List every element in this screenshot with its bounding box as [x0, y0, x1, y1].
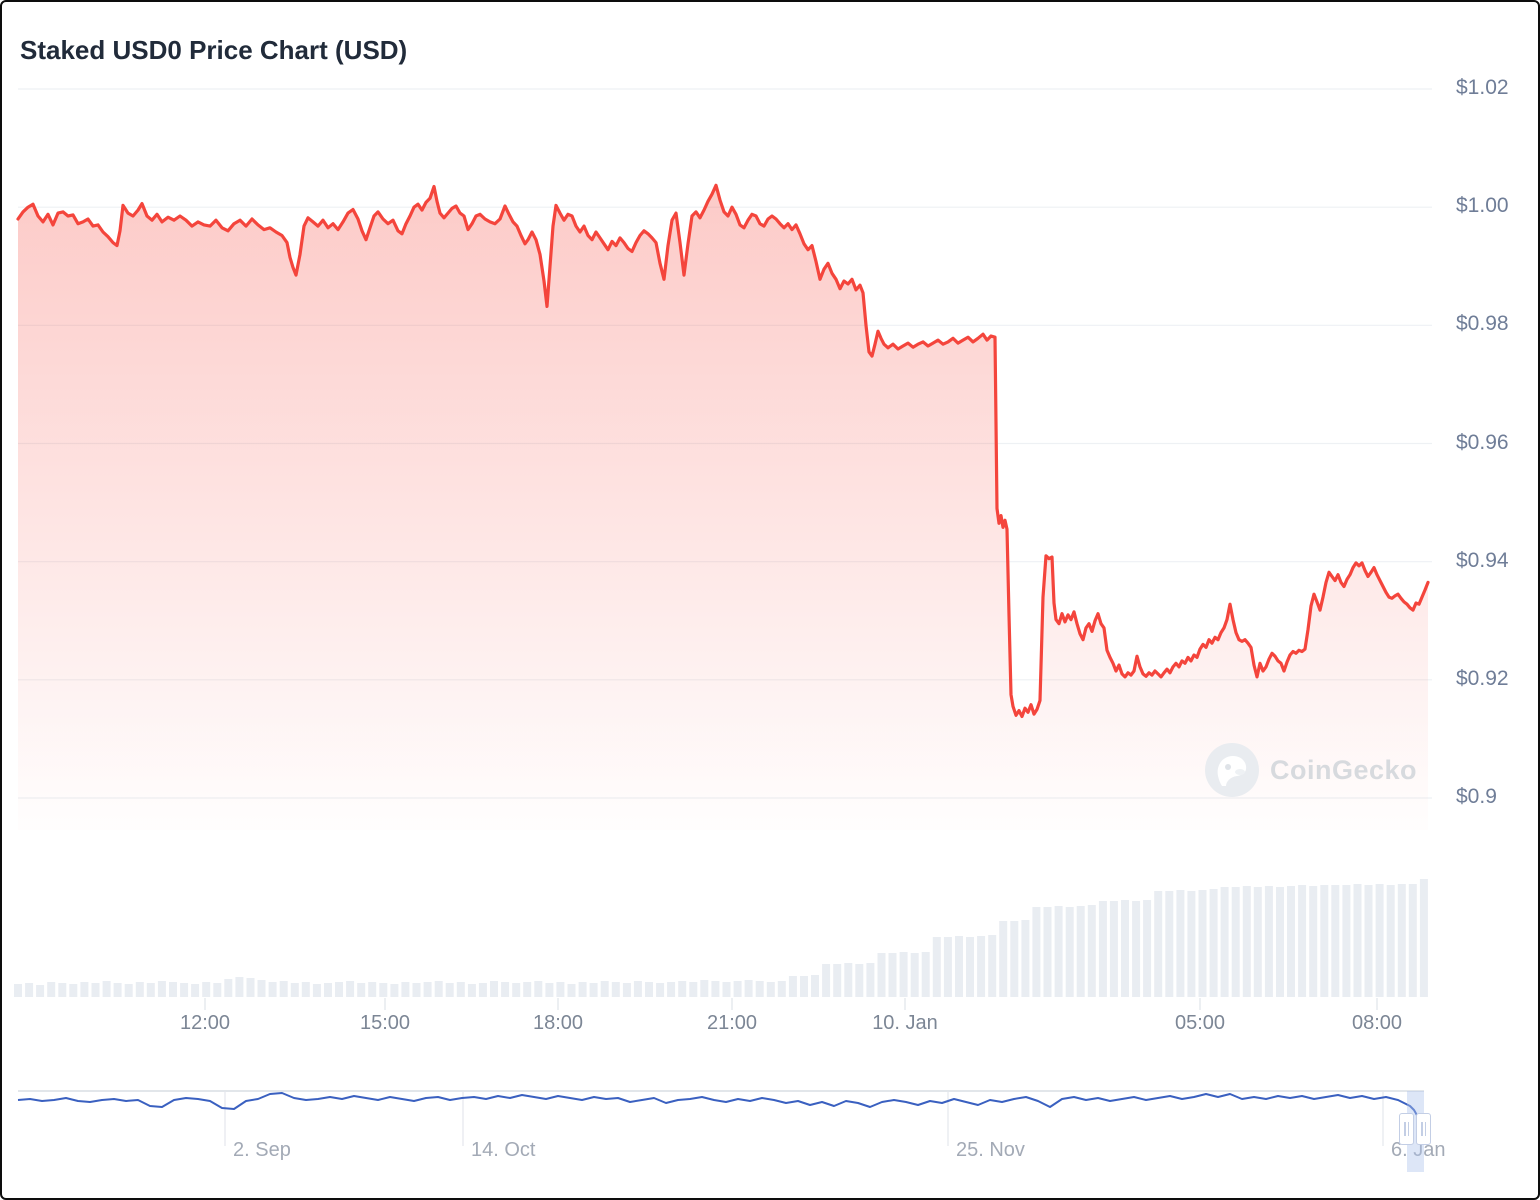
handle-grip-line [1404, 1122, 1406, 1136]
handle-grip-line [1421, 1122, 1423, 1136]
price-area-fill [18, 185, 1428, 831]
page-title: Staked USD0 Price Chart (USD) [20, 35, 408, 66]
navigator-date-label: 14. Oct [471, 1139, 536, 1161]
price-line [16, 183, 1430, 719]
coingecko-watermark-text: CoinGecko [1270, 754, 1418, 785]
volume-bars [14, 879, 1428, 997]
y-axis-label: $1.02 [1456, 76, 1509, 99]
navigator-right-handle[interactable] [1416, 1113, 1431, 1145]
coingecko-watermark: CoinGecko [1204, 742, 1417, 798]
x-axis-label: 21:00 [706, 1012, 758, 1034]
navigator-selection-band[interactable] [1407, 1091, 1424, 1172]
y-axis-label: $0.98 [1456, 312, 1509, 336]
y-axis-label: $0.96 [1456, 430, 1509, 454]
y-axis-label: $0.92 [1456, 666, 1509, 690]
navigator-date-label: 25. Nov [956, 1139, 1025, 1161]
x-axis-label: 12:00 [179, 1012, 231, 1034]
navigator-left-handle[interactable] [1399, 1113, 1414, 1145]
handle-grip-line [1424, 1122, 1426, 1136]
y-axis-label: $0.94 [1456, 548, 1509, 572]
navigator-date-label: 2. Sep [233, 1139, 291, 1161]
handle-grip-line [1407, 1122, 1409, 1136]
x-axis-label: 08:00 [1351, 1012, 1403, 1034]
x-axis-label: 15:00 [359, 1012, 411, 1034]
navigator-minichart[interactable] [17, 1090, 1425, 1146]
y-axis-label: $1.00 [1456, 194, 1509, 218]
x-axis-label: 18:00 [532, 1012, 584, 1034]
y-axis-label: $0.9 [1456, 785, 1497, 809]
x-axis-label: 10. Jan [872, 1012, 938, 1034]
x-axis-label: 05:00 [1174, 1012, 1226, 1034]
coingecko-logo-icon [1205, 743, 1259, 797]
x-axis-ticks [204, 998, 1378, 1010]
